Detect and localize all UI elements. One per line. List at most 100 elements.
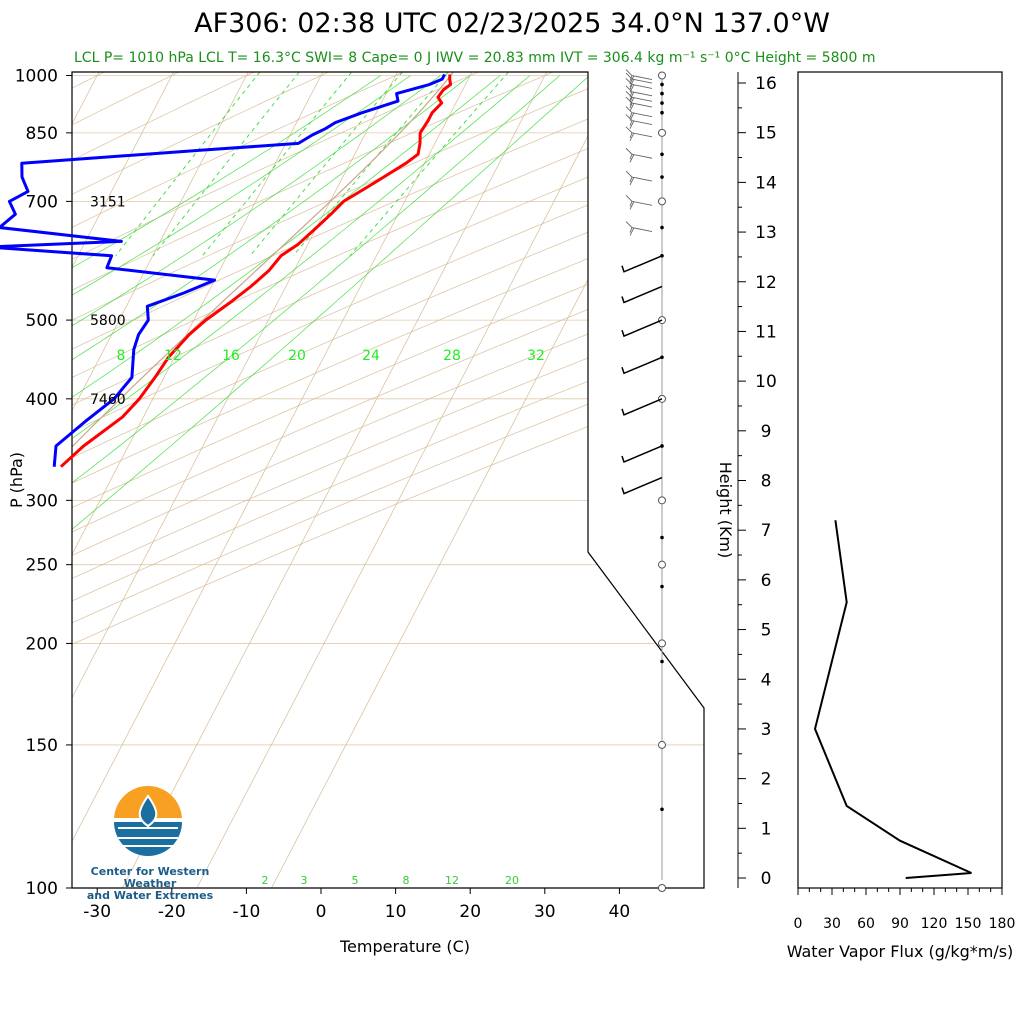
wind-barb (621, 476, 663, 495)
logo-line-2: and Water Extremes (86, 889, 214, 902)
dry-adiabat (72, 72, 629, 888)
y-tick-label: 250 (26, 556, 58, 576)
height-label: 3151 (90, 194, 126, 210)
height-tick-label: 11 (755, 322, 777, 342)
wind-level-dot (660, 101, 664, 105)
logo-line-1: Center for Western Weather (90, 865, 210, 890)
dry-adiabat (72, 72, 704, 888)
height-tick-label: 0 (761, 869, 772, 889)
y-tick-label: 850 (26, 124, 58, 144)
isotherm (72, 72, 249, 888)
dry-adiabat (72, 72, 704, 888)
flux-profile-line (813, 520, 972, 879)
dry-adiabat (72, 72, 704, 888)
dry-adiabat (72, 72, 704, 888)
wind-level-dot (660, 807, 664, 812)
flux-tick-label: 120 (921, 916, 948, 932)
skewt-plot-area (72, 72, 704, 888)
mixing-ratio-label: 24 (362, 348, 380, 364)
y-tick-label: 150 (26, 736, 58, 756)
moist-adiabat (72, 75, 501, 644)
wind-level-circle (658, 560, 666, 569)
mixing-ratio-line (292, 72, 449, 257)
wind-barb (621, 356, 663, 375)
wind-level-dot (660, 584, 664, 589)
x-tick-label: 10 (385, 902, 407, 922)
dry-adiabat (72, 72, 704, 888)
wind-barb (621, 255, 663, 273)
temperature-profile-line (59, 74, 453, 468)
flux-tick-label: 90 (891, 916, 909, 932)
height-tick-label: 3 (761, 720, 772, 740)
mixing-ratio-bottom-label: 20 (505, 874, 519, 887)
height-label: 7460 (90, 392, 126, 408)
flux-tick-label: 180 (989, 916, 1016, 932)
wind-barb (625, 72, 653, 88)
x-tick-label: -20 (158, 902, 186, 922)
skewt-border (71, 71, 705, 889)
wind-level-circle (658, 740, 666, 749)
mixing-ratio-label: 32 (527, 348, 545, 364)
wind-barb (625, 170, 653, 186)
dry-adiabat (72, 72, 329, 888)
mixing-ratio-line (115, 72, 261, 257)
wind-barb (621, 285, 663, 304)
height-tick-label: 16 (755, 74, 777, 94)
wind-barb (625, 195, 653, 210)
wind-level-circle (658, 496, 666, 505)
logo-drop (138, 794, 158, 828)
wind-level-circle (658, 71, 666, 80)
isotherm (271, 72, 697, 888)
height-tick-label: 14 (755, 173, 777, 193)
wind-barb (625, 96, 653, 112)
y-tick-label: 700 (26, 192, 58, 212)
flux-panel-border (797, 71, 1003, 889)
wind-level-dot (660, 175, 664, 179)
y-tick-label: 400 (26, 390, 58, 410)
dry-adiabat (72, 72, 704, 888)
chart-title: AF306: 02:38 UTC 02/23/2025 34.0°N 137.0… (194, 8, 830, 39)
wind-level-dot (660, 659, 664, 664)
dry-adiabat (72, 72, 479, 888)
height-tick-label: 4 (761, 670, 772, 690)
dry-adiabat (72, 72, 704, 888)
moist-adiabat (72, 75, 560, 644)
height-tick-label: 7 (761, 521, 772, 541)
mixing-ratio-line (202, 72, 352, 257)
wind-level-circle (658, 128, 666, 137)
y-tick-label: 100 (26, 879, 58, 899)
flux-tick-label: 150 (955, 916, 982, 932)
x-tick-label: 40 (609, 902, 631, 922)
mixing-ratio-bottom-label: 3 (301, 874, 308, 887)
flux-tick-label: 60 (857, 916, 875, 932)
flux-tick-label: 0 (794, 916, 803, 932)
mixing-ratio-bottom-label: 12 (445, 874, 459, 887)
wind-level-dot (660, 225, 664, 230)
mixing-ratio-bottom-label: 2 (262, 874, 269, 887)
isotherm (121, 72, 547, 888)
isotherm (72, 72, 473, 888)
height-tick-label: 12 (755, 273, 777, 293)
mixing-ratio-label: 28 (443, 348, 461, 364)
height-tick-label: 8 (761, 472, 772, 492)
mixing-ratio-bottom-label: 8 (403, 874, 410, 887)
wind-level-dot (660, 152, 664, 157)
flux-axis-label: Water Vapor Flux (g/kg*m/s) (787, 942, 1014, 961)
moist-adiabat (72, 75, 441, 644)
wind-barb (625, 78, 653, 93)
isotherm (72, 72, 174, 888)
height-tick-label: 5 (761, 621, 772, 641)
x-tick-label: 0 (316, 902, 327, 922)
height-tick-label: 13 (755, 223, 777, 243)
y-tick-label: 500 (26, 311, 58, 331)
height-tick-label: 1 (761, 819, 772, 839)
x-tick-label: -30 (83, 902, 111, 922)
flux-tick-label: 30 (823, 916, 841, 932)
mixing-ratio-label: 16 (222, 348, 240, 364)
mixing-ratio-bottom-label: 5 (352, 874, 359, 887)
wind-level-dot (660, 82, 664, 87)
wind-barb (625, 126, 653, 142)
wind-barb (625, 91, 653, 106)
chart-subtitle: LCL P= 1010 hPa LCL T= 16.3°C SWI= 8 Cap… (74, 50, 876, 66)
